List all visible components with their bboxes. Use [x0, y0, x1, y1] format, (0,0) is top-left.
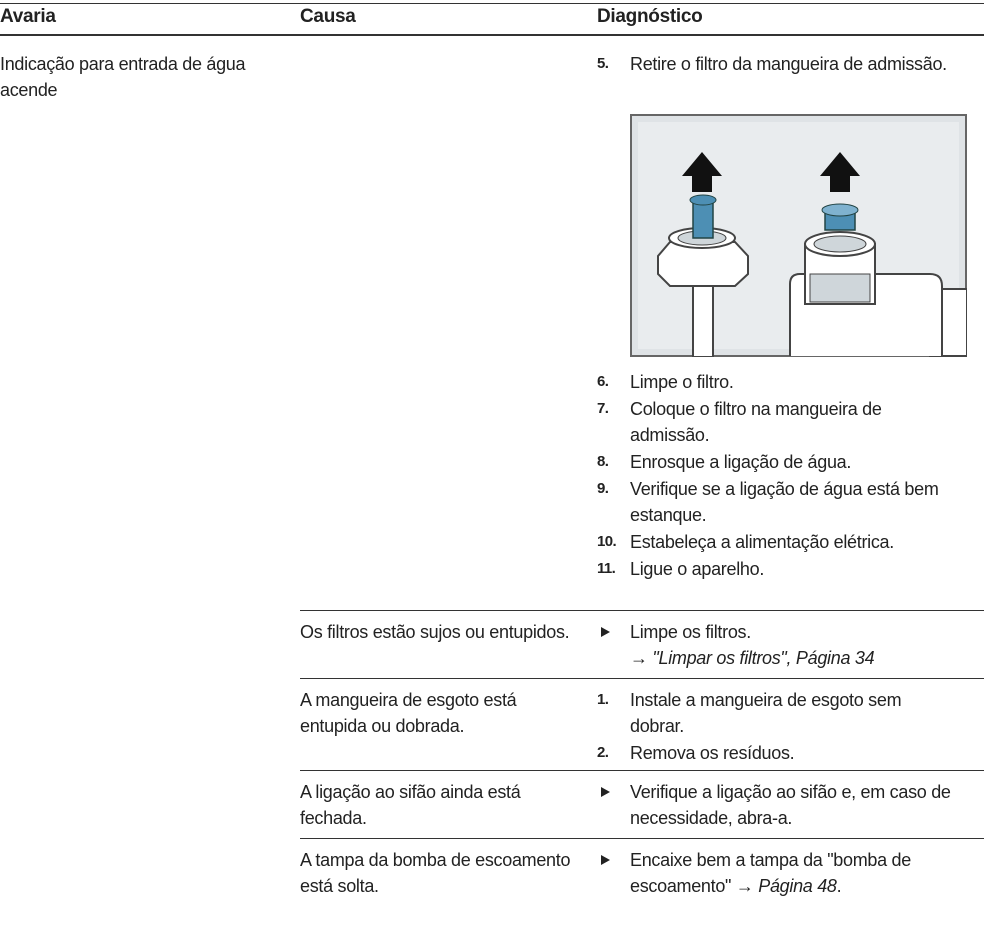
header-rule [0, 34, 984, 36]
step-text: Estabeleça a alimentação elétrica. [630, 532, 894, 552]
reference: "Limpar os filtros", Página 34 [652, 648, 875, 668]
cause: A ligação ao sifão ainda está fechada. [300, 782, 521, 828]
step-number: 8. [597, 453, 609, 470]
step-text: Limpe o filtro. [630, 372, 734, 392]
row-rule [300, 610, 984, 611]
action-text: Limpe os filtros. [630, 622, 751, 642]
step-text: Verifique se a ligação de água está bem … [630, 479, 939, 525]
step: 2. Remova os resíduos. [597, 740, 957, 766]
bullet-item: Encaixe bem a tampa da "bomba de escoame… [597, 847, 957, 899]
action: Limpe os filtros. → "Limpar os filtros", … [597, 619, 977, 672]
step-number: 10. [597, 533, 617, 550]
header-cell: Causa [300, 6, 356, 27]
bullet-item: Verifique a ligação ao sifão e, em caso … [597, 779, 957, 831]
cause: A mangueira de esgoto está entupida ou d… [300, 690, 517, 736]
action: Encaixe bem a tampa da "bomba de escoame… [597, 847, 957, 900]
bullet-item: Limpe os filtros. → "Limpar os filtros", … [597, 619, 977, 671]
action: Verifique a ligação ao sifão e, em caso … [597, 779, 957, 832]
cause: A tampa da bomba de escoamento está solt… [300, 850, 571, 896]
step-number: 1. [597, 691, 609, 708]
step-number: 7. [597, 400, 609, 417]
step: 10. Estabeleça a alimentação elétrica. [597, 529, 957, 555]
step-text: Instale a mangueira de esgoto sem dobrar… [630, 690, 902, 736]
step-text: Coloque o filtro na mangueira de admissã… [630, 399, 882, 445]
table-top-rule [0, 3, 984, 4]
step: 11. Ligue o aparelho. [597, 556, 957, 582]
steps: 6. Limpe o filtro. 7. Coloque o filtro na … [597, 369, 957, 583]
step: 1. Instale a mangueira de esgoto sem dobr… [597, 687, 957, 739]
step-text: Enrosque a ligação de água. [630, 452, 852, 472]
step: 9. Verifique se a ligação de água está be… [597, 476, 957, 528]
step-number: 6. [597, 373, 609, 390]
ref-arrow: → [735, 876, 754, 896]
action-text: Verifique a ligação ao sifão e, em caso … [630, 782, 951, 828]
step-text: Ligue o aparelho. [630, 559, 765, 579]
steps: 1. Instale a mangueira de esgoto sem dobr… [597, 687, 957, 767]
ref-arrow: → [630, 648, 648, 668]
step: 7. Coloque o filtro na mangueira de admis… [597, 396, 957, 448]
punctuation: . [836, 876, 842, 896]
step-text: Retire o filtro da mangueira de admissão… [630, 54, 947, 74]
row-rule [300, 678, 984, 679]
step-text: Remova os resíduos. [630, 743, 795, 763]
step-number: 9. [597, 480, 609, 497]
row-rule [300, 838, 984, 839]
step-number: 2. [597, 744, 609, 761]
header-cell: Avaria [0, 6, 56, 27]
step-number: 11. [597, 560, 616, 577]
reference: Página 48 [758, 876, 837, 896]
cause: Os filtros estão sujos ou entupidos. [300, 622, 570, 642]
step: 8. Enrosque a ligação de água. [597, 449, 957, 475]
step-number: 5. [597, 55, 609, 72]
illustration [630, 114, 967, 357]
fault: Indicação para entrada de água acende [0, 54, 246, 100]
action-text: Encaixe bem a tampa da "bomba de escoame… [630, 850, 911, 896]
steps: 5. Retire o filtro da mangueira de admiss… [597, 51, 957, 78]
header-cell: Diagnóstico [597, 6, 703, 27]
row-rule [300, 770, 984, 771]
step: 5. Retire o filtro da mangueira de admiss… [597, 51, 957, 77]
step: 6. Limpe o filtro. [597, 369, 957, 395]
